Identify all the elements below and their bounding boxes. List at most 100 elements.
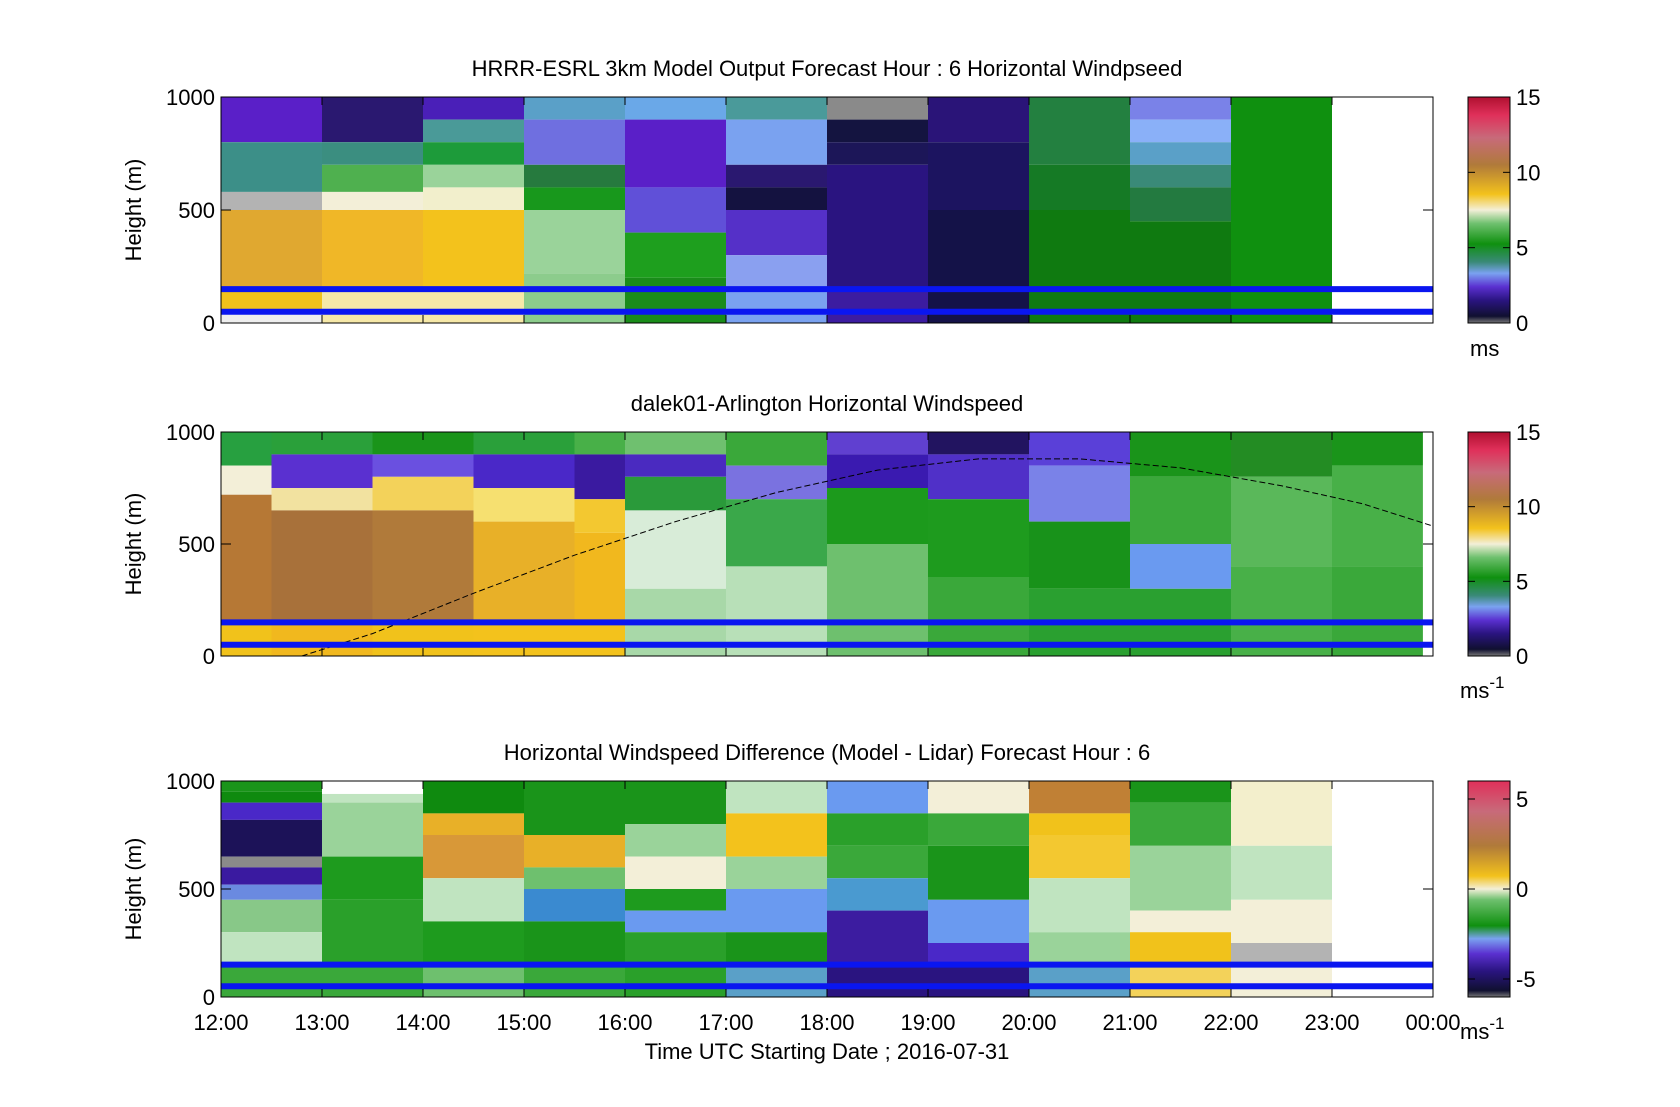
heatmap-cell	[625, 510, 726, 589]
heatmap-cell	[322, 142, 423, 165]
colorbar-tick-label: 0	[1516, 311, 1528, 336]
heatmap-cell	[1130, 432, 1231, 477]
heatmap-cell	[271, 488, 373, 511]
colorbar-tick-label: 15	[1516, 420, 1540, 445]
heatmap-cell	[625, 119, 726, 188]
heatmap-cell	[827, 97, 928, 120]
heatmap-cell	[322, 802, 423, 857]
heatmap-cell	[322, 781, 423, 794]
heatmap-cell	[221, 932, 322, 965]
heatmap-cell	[423, 289, 524, 323]
y-tick-label: 0	[203, 985, 215, 1010]
heatmap-cell	[625, 97, 726, 120]
heatmap-cell	[726, 465, 827, 500]
heatmap-cell	[524, 889, 625, 922]
heatmap-cell	[423, 142, 524, 165]
heatmap-cell	[372, 510, 474, 623]
heatmap-cell	[726, 97, 827, 120]
heatmap-cell	[726, 813, 827, 857]
colorbar-unit-label: ms-1	[1460, 673, 1504, 703]
y-tick-label: 0	[203, 644, 215, 669]
heatmap-cell	[928, 964, 1029, 997]
heatmap-cell	[1029, 210, 1130, 323]
heatmap-cell	[827, 142, 928, 165]
colorbar-tick-label: 5	[1516, 787, 1528, 812]
heatmap-cell	[1231, 432, 1332, 477]
heatmap-cell	[1130, 164, 1231, 188]
colorbar-unit-label: ms	[1470, 336, 1499, 361]
heatmap-cell	[1130, 221, 1231, 323]
heatmap-cell	[372, 432, 474, 455]
heatmap-cell	[423, 835, 524, 879]
x-tick-label: 21:00	[1102, 1010, 1157, 1035]
heatmap-cell	[1029, 813, 1130, 835]
heatmap-cell	[1029, 964, 1130, 997]
heatmap-cell	[1231, 964, 1332, 997]
heatmap-cell	[221, 97, 322, 143]
x-tick-label: 18:00	[799, 1010, 854, 1035]
overlay-dashed-curve	[301, 458, 1434, 657]
heatmap-cell	[625, 781, 726, 825]
heatmap-cell	[827, 289, 928, 323]
colorbar-tick-label: 10	[1516, 495, 1540, 520]
heatmap-cell	[322, 289, 423, 323]
heatmap-cell	[625, 910, 726, 933]
chart-title: Horizontal Windspeed Difference (Model -…	[504, 740, 1150, 765]
colorbar-unit-superscript: -1	[1489, 673, 1504, 692]
heatmap-cell	[1231, 943, 1332, 965]
heatmap-cell	[372, 476, 474, 511]
heatmap-cell	[1231, 845, 1332, 900]
heatmap-cell	[322, 164, 423, 192]
heatmap-cell	[928, 499, 1029, 578]
heatmap-cell	[726, 781, 827, 814]
x-tick-label: 00:00	[1405, 1010, 1460, 1035]
heatmap-cell	[221, 781, 322, 792]
heatmap-cell	[1130, 142, 1231, 165]
x-tick-label: 15:00	[496, 1010, 551, 1035]
heatmap-cell	[827, 432, 928, 455]
heatmap-cell	[1029, 164, 1130, 210]
heatmap-cell	[524, 119, 625, 165]
heatmap-cell	[1130, 187, 1231, 222]
heatmap-cell	[524, 921, 625, 965]
x-axis-label: Time UTC Starting Date ; 2016-07-31	[645, 1039, 1010, 1064]
heatmap-cell	[726, 889, 827, 933]
heatmap-cell	[524, 867, 625, 889]
heatmap-cell	[827, 964, 928, 997]
heatmap-cell	[827, 488, 928, 544]
heatmap-cell	[271, 510, 373, 623]
heatmap-cell	[322, 97, 423, 143]
heatmap-cell	[625, 476, 726, 511]
heatmap-cell	[1130, 802, 1231, 846]
heatmap-cell	[726, 932, 827, 965]
heatmap-cell	[524, 97, 625, 120]
heatmap-cell	[322, 191, 423, 210]
heatmap-cell	[322, 899, 423, 965]
heatmap-cell	[1231, 97, 1332, 323]
heatmap-cell	[928, 845, 1029, 900]
heatmap-cell	[221, 191, 322, 210]
colorbar-tick-label: -5	[1516, 967, 1536, 992]
heatmap-cell	[221, 210, 322, 290]
x-tick-label: 14:00	[395, 1010, 450, 1035]
heatmap-cell	[423, 813, 524, 835]
chart-title: HRRR-ESRL 3km Model Output Forecast Hour…	[472, 56, 1183, 81]
colorbar-unit-superscript: -1	[1489, 1014, 1504, 1033]
heatmap-cell	[322, 210, 423, 290]
colorbar-tick-label: 15	[1516, 85, 1540, 110]
heatmap-cell	[524, 164, 625, 188]
x-tick-label: 17:00	[698, 1010, 753, 1035]
heatmap-cell	[827, 781, 928, 814]
heatmap-cell	[827, 164, 928, 290]
chart-title: dalek01-Arlington Horizontal Windspeed	[631, 391, 1024, 416]
heatmap-cell	[928, 97, 1029, 143]
y-axis-label: Height (m)	[121, 493, 146, 596]
heatmap-cell	[423, 164, 524, 188]
heatmap-cell	[1130, 476, 1231, 544]
y-axis-label: Height (m)	[121, 838, 146, 941]
colorbar	[1467, 96, 1511, 324]
colorbar-tick-label: 0	[1516, 877, 1528, 902]
heatmap-cell	[271, 432, 373, 455]
heatmap-cell	[221, 432, 272, 466]
heatmap-cell	[625, 277, 726, 323]
